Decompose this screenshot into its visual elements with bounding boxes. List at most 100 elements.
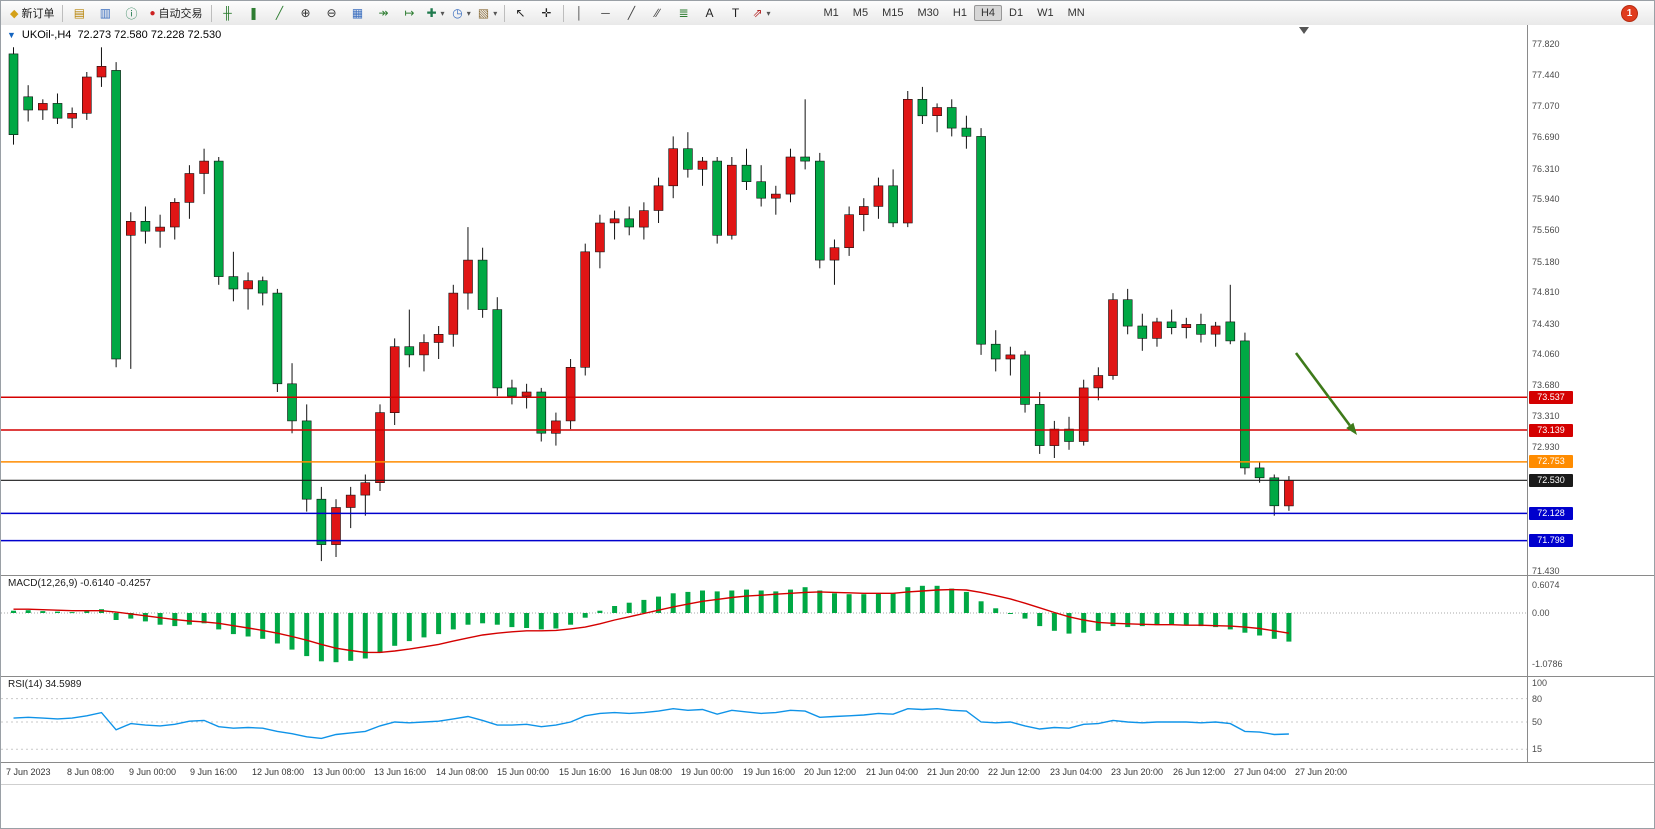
- terminal-icon[interactable]: ⓘ: [125, 6, 138, 21]
- templates-icon[interactable]: ▧ ▾: [477, 6, 498, 20]
- channel-icon[interactable]: ∕∕: [655, 6, 660, 20]
- auto-scroll-icon[interactable]: ↠: [378, 6, 389, 20]
- timeframe-m1[interactable]: M1: [823, 7, 839, 19]
- toolbar-separator: [62, 4, 64, 22]
- crosshair-icon[interactable]: ✛: [541, 6, 552, 20]
- toolbar-separator: [503, 4, 505, 22]
- price-tag-73.537: 73.537: [1529, 391, 1573, 404]
- time-axis-label: 8 Jun 08:00: [67, 767, 115, 777]
- time-axis-label: 27 Jun 04:00: [1234, 767, 1287, 777]
- time-axis-label: 15 Jun 00:00: [497, 767, 550, 777]
- zoom-out-icon[interactable]: ⊖: [326, 6, 337, 20]
- rsi-label: RSI(14) 34.5989: [6, 679, 84, 690]
- time-axis-label: 9 Jun 16:00: [190, 767, 238, 777]
- price-tag-72.530: 72.530: [1529, 474, 1573, 487]
- new-order-icon: ◆: [10, 7, 19, 20]
- macd-axis[interactable]: 0.6074 0.00 -1.0786: [1527, 576, 1654, 676]
- price-axis-label: 74.430: [1532, 319, 1560, 329]
- time-axis-label: 26 Jun 12:00: [1173, 767, 1226, 777]
- bar-chart-icon[interactable]: ╫: [223, 6, 232, 20]
- autotrade-icon: ●: [149, 7, 156, 19]
- autotrade-label: 自动交易: [158, 8, 203, 20]
- macd-chart[interactable]: [1, 576, 1528, 676]
- horizontal-lines-layer: [1, 396, 1528, 542]
- price-axis-label: 75.180: [1532, 257, 1560, 267]
- time-axis-label: 19 Jun 00:00: [681, 767, 734, 777]
- dropdown-caret-icon: ▾: [466, 8, 471, 18]
- time-axis-label: 27 Jun 20:00: [1295, 767, 1348, 777]
- autotrade-button[interactable]: ● 自动交易: [144, 3, 207, 23]
- rsi-axis[interactable]: 100 80 50 15: [1527, 677, 1654, 762]
- timeframe-d1[interactable]: D1: [1009, 7, 1024, 19]
- label-icon[interactable]: T: [731, 6, 740, 20]
- dropdown-caret-icon: ▾: [766, 8, 771, 18]
- new-order-button[interactable]: ◆ 新订单: [5, 3, 59, 23]
- price-tag-71.798: 71.798: [1529, 534, 1573, 547]
- candlestick-icon[interactable]: ❚: [248, 6, 259, 20]
- macd-axis-label: -1.0786: [1532, 659, 1563, 669]
- timeframe-w1[interactable]: W1: [1037, 7, 1054, 19]
- timeframe-h1[interactable]: H1: [952, 7, 967, 19]
- price-axis-label: 75.560: [1532, 225, 1560, 235]
- candles-layer: [8, 47, 1294, 562]
- periods-icon[interactable]: ◷ ▾: [452, 6, 471, 20]
- price-axis-label: 77.440: [1532, 70, 1560, 80]
- chart-shift-icon[interactable]: ↦: [404, 6, 415, 20]
- time-axis-label: 21 Jun 04:00: [866, 767, 919, 777]
- price-axis-label: 76.690: [1532, 132, 1560, 142]
- timeframe-mn[interactable]: MN: [1067, 7, 1085, 19]
- cursor-icon[interactable]: ↖: [515, 6, 526, 20]
- price-axis-label: 73.680: [1532, 380, 1560, 390]
- macd-histogram: [11, 585, 1292, 663]
- rsi-chart[interactable]: [1, 677, 1528, 762]
- main-toolbar: ◆ 新订单 ▤ ▥ ⓘ ● 自动交易 ╫ ❚ ╱ ⊕ ⊖ ▦ ↠ ↦ ✚ ▾ ◷ ▾ ▧ ▾ ↖ ✛ │ ─ ╱ ∕∕ ≣ A T ⇗ ▾ M1…: [1, 1, 1654, 26]
- symbol-dropdown-icon[interactable]: ▼: [7, 30, 16, 40]
- macd-label: MACD(12,26,9) -0.6140 -0.4257: [6, 578, 153, 589]
- price-axis[interactable]: 77.820 77.440 77.070 76.690 76.310 75.940 75.5…: [1527, 25, 1654, 576]
- navigator-icon[interactable]: ▥: [99, 6, 112, 20]
- timeframe-m15[interactable]: M15: [882, 7, 904, 19]
- drawn-arrow: [1294, 352, 1357, 435]
- time-axis-label: 23 Jun 20:00: [1111, 767, 1164, 777]
- fibonacci-icon[interactable]: ≣: [678, 6, 689, 20]
- indicators-icon[interactable]: ✚ ▾: [426, 6, 445, 20]
- time-axis-label: 13 Jun 00:00: [313, 767, 366, 777]
- price-chart-panel: 77.820 77.440 77.070 76.690 76.310 75.940 75.5…: [1, 25, 1654, 576]
- macd-axis-label: 0.00: [1532, 608, 1550, 618]
- time-axis-label: 20 Jun 12:00: [804, 767, 857, 777]
- dropdown-caret-icon: ▾: [493, 8, 498, 18]
- rsi-axis-label: 15: [1532, 744, 1543, 754]
- price-axis-label: 76.310: [1532, 164, 1560, 174]
- arrows-icon[interactable]: ⇗ ▾: [752, 6, 771, 20]
- notification-badge[interactable]: 1: [1621, 4, 1638, 22]
- time-axis-label: 16 Jun 08:00: [620, 767, 673, 777]
- timeframe-m30[interactable]: M30: [917, 7, 939, 19]
- timeframe-h4[interactable]: H4: [973, 5, 1003, 21]
- candlestick-chart[interactable]: [1, 25, 1528, 576]
- horizontal-line-icon[interactable]: ─: [601, 6, 610, 20]
- timeframe-group: M1 M5 M15 M30 H1 H4 D1 W1 MN: [817, 5, 1092, 21]
- chart-title: ▼ UKOil-,H4 72.273 72.580 72.228 72.530: [7, 29, 221, 41]
- price-axis-label: 74.810: [1532, 287, 1560, 297]
- price-tag-72.128: 72.128: [1529, 507, 1573, 520]
- time-axis-label: 23 Jun 04:00: [1050, 767, 1103, 777]
- time-axis-label: 22 Jun 12:00: [988, 767, 1041, 777]
- timeframe-m5[interactable]: M5: [852, 7, 869, 19]
- line-chart-icon[interactable]: ╱: [275, 6, 284, 20]
- trendline-icon[interactable]: ╱: [627, 6, 636, 20]
- price-axis-label: 77.070: [1532, 101, 1560, 111]
- time-axis[interactable]: 7 Jun 2023 8 Jun 08:00 9 Jun 00:00 9 Jun 16…: [1, 763, 1654, 785]
- market-watch-icon[interactable]: ▤: [73, 6, 86, 20]
- rsi-axis-label: 50: [1532, 717, 1543, 727]
- time-axis-label: 15 Jun 16:00: [559, 767, 612, 777]
- text-icon[interactable]: A: [705, 6, 714, 20]
- tile-windows-icon[interactable]: ▦: [351, 6, 364, 20]
- price-axis-label: 75.940: [1532, 194, 1560, 204]
- autoscroll-marker[interactable]: [1299, 27, 1309, 34]
- zoom-in-icon[interactable]: ⊕: [300, 6, 311, 20]
- vertical-line-icon[interactable]: │: [575, 6, 584, 20]
- price-axis-label: 72.930: [1532, 442, 1560, 452]
- price-axis-label: 74.060: [1532, 349, 1560, 359]
- toolbar-separator: [562, 4, 564, 22]
